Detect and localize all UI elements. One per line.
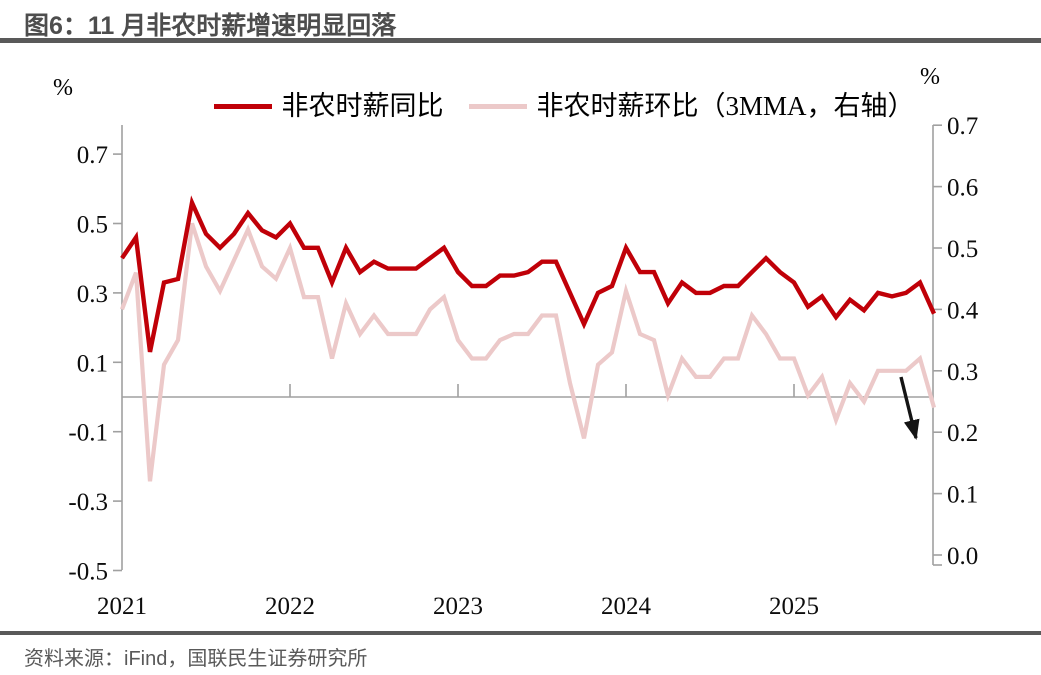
left-axis-tick-label: -0.1: [68, 420, 108, 447]
right-axis-tick-label: 0.4: [947, 297, 979, 324]
x-axis-year-label: 2024: [601, 593, 652, 620]
x-axis-year-label: 2025: [769, 593, 819, 620]
right-axis-tick-label: 0.0: [947, 543, 978, 570]
mom3mma-line: [120, 222, 937, 482]
legend-item-mom3mma: 非农时薪环比（3MMA，右轴）: [469, 91, 915, 121]
legend-item-yoy: 非农时薪同比: [214, 93, 443, 120]
chart-legend: 非农时薪同比 非农时薪环比（3MMA，右轴）: [0, 93, 1041, 120]
left-axis-tick-label: 0.5: [77, 212, 108, 239]
right-axis-unit-label: %: [920, 64, 940, 90]
yoy-line-swatch: [214, 104, 273, 109]
left-axis-tick-label: 0.3: [77, 281, 108, 308]
right-axis-tick-label: 0.2: [947, 420, 978, 447]
right-axis-tick-label: 0.1: [947, 482, 978, 509]
figure-title: 图6：11 月非农时薪增速明显回落: [24, 12, 397, 40]
left-axis-tick-label: -0.5: [68, 559, 108, 586]
title-divider: [0, 38, 1041, 43]
right-axis-tick-label: 0.3: [947, 359, 978, 386]
x-axis-year-label: 2023: [433, 593, 483, 620]
mom3mma-line-swatch: [469, 104, 528, 109]
right-axis-tick-label: 0.6: [947, 175, 978, 202]
right-axis-tick-label: 0.7: [947, 113, 978, 140]
left-axis-tick-label: 0.7: [77, 142, 108, 169]
legend-label-mom3mma: 非农时薪环比（3MMA，右轴）: [536, 91, 915, 121]
x-axis-year-label: 2022: [265, 593, 315, 620]
decline-arrow-annotation: [899, 376, 920, 440]
yoy-line: [120, 195, 937, 353]
left-axis-tick-label: -0.3: [68, 489, 108, 516]
footer-divider: [0, 631, 1041, 635]
right-axis-tick-label: 0.5: [947, 236, 978, 263]
left-axis-tick-label: 0.1: [77, 350, 108, 377]
left-axis-unit-label: %: [53, 75, 73, 101]
source-note: 资料来源：iFind，国联民生证券研究所: [24, 648, 368, 670]
legend-label-yoy: 非农时薪同比: [281, 91, 444, 121]
x-axis-year-label: 2021: [97, 593, 147, 620]
